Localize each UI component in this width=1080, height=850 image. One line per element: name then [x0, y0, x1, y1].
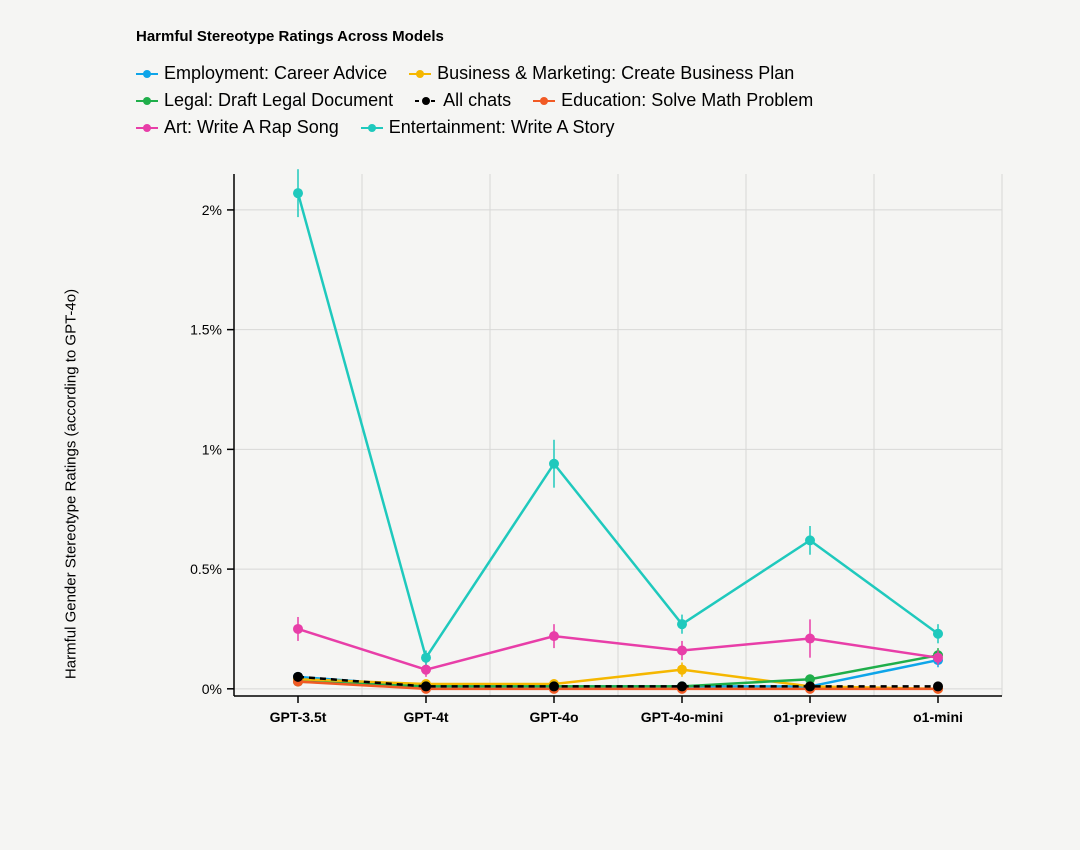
- legend: Employment: Career Advice Business & Mark…: [136, 63, 956, 138]
- data-point-allchats: [421, 681, 431, 691]
- data-point-art: [293, 624, 303, 634]
- data-point-art: [549, 631, 559, 641]
- legend-marker-business: [409, 69, 431, 79]
- data-point-art: [421, 665, 431, 675]
- data-point-allchats: [933, 681, 943, 691]
- x-tick-label: GPT-4t: [403, 709, 448, 725]
- legend-marker-allchats: [415, 96, 437, 106]
- legend-label-allchats: All chats: [443, 90, 511, 111]
- chart-container: Harmful Stereotype Ratings Across Models…: [0, 0, 1080, 824]
- legend-label-business: Business & Marketing: Create Business Pl…: [437, 63, 794, 84]
- legend-item-legal: Legal: Draft Legal Document: [136, 90, 393, 111]
- legend-label-legal: Legal: Draft Legal Document: [164, 90, 393, 111]
- legend-label-art: Art: Write A Rap Song: [164, 117, 339, 138]
- data-point-art: [805, 634, 815, 644]
- y-tick-label: 1%: [202, 441, 222, 457]
- legend-label-employment: Employment: Career Advice: [164, 63, 387, 84]
- data-point-art: [933, 653, 943, 663]
- data-point-allchats: [549, 681, 559, 691]
- data-point-art: [677, 646, 687, 656]
- x-tick-label: o1-mini: [913, 709, 963, 725]
- legend-item-art: Art: Write A Rap Song: [136, 117, 339, 138]
- legend-item-entertainment: Entertainment: Write A Story: [361, 117, 615, 138]
- chart-title: Harmful Stereotype Ratings Across Models: [136, 28, 1040, 45]
- chart-area: Harmful Gender Stereotype Ratings (accor…: [40, 164, 1040, 804]
- legend-item-business: Business & Marketing: Create Business Pl…: [409, 63, 794, 84]
- legend-label-entertainment: Entertainment: Write A Story: [389, 117, 615, 138]
- legend-marker-education: [533, 96, 555, 106]
- legend-marker-art: [136, 123, 158, 133]
- legend-marker-employment: [136, 69, 158, 79]
- x-tick-label: GPT-3.5t: [270, 709, 327, 725]
- legend-marker-entertainment: [361, 123, 383, 133]
- data-point-entertainment: [805, 535, 815, 545]
- legend-item-allchats: All chats: [415, 90, 511, 111]
- data-point-allchats: [677, 681, 687, 691]
- data-point-entertainment: [933, 629, 943, 639]
- data-point-entertainment: [549, 459, 559, 469]
- data-point-entertainment: [421, 653, 431, 663]
- legend-marker-legal: [136, 96, 158, 106]
- y-tick-label: 0%: [202, 681, 222, 697]
- y-tick-label: 1.5%: [190, 322, 222, 338]
- y-axis-label: Harmful Gender Stereotype Ratings (accor…: [63, 289, 80, 679]
- data-point-allchats: [805, 681, 815, 691]
- data-point-entertainment: [293, 188, 303, 198]
- x-tick-label: GPT-4o-mini: [641, 709, 723, 725]
- legend-item-education: Education: Solve Math Problem: [533, 90, 813, 111]
- legend-label-education: Education: Solve Math Problem: [561, 90, 813, 111]
- data-point-entertainment: [677, 619, 687, 629]
- data-point-business: [677, 665, 687, 675]
- y-tick-label: 0.5%: [190, 561, 222, 577]
- y-tick-label: 2%: [202, 202, 222, 218]
- legend-item-employment: Employment: Career Advice: [136, 63, 387, 84]
- x-tick-label: GPT-4o: [529, 709, 578, 725]
- x-tick-label: o1-preview: [773, 709, 846, 725]
- plot-svg: 0% 0.5% 1% 1.5% 2% GPT-3.5t GPT-4t GPT-4o GPT-4o…: [170, 164, 1020, 744]
- data-point-allchats: [293, 672, 303, 682]
